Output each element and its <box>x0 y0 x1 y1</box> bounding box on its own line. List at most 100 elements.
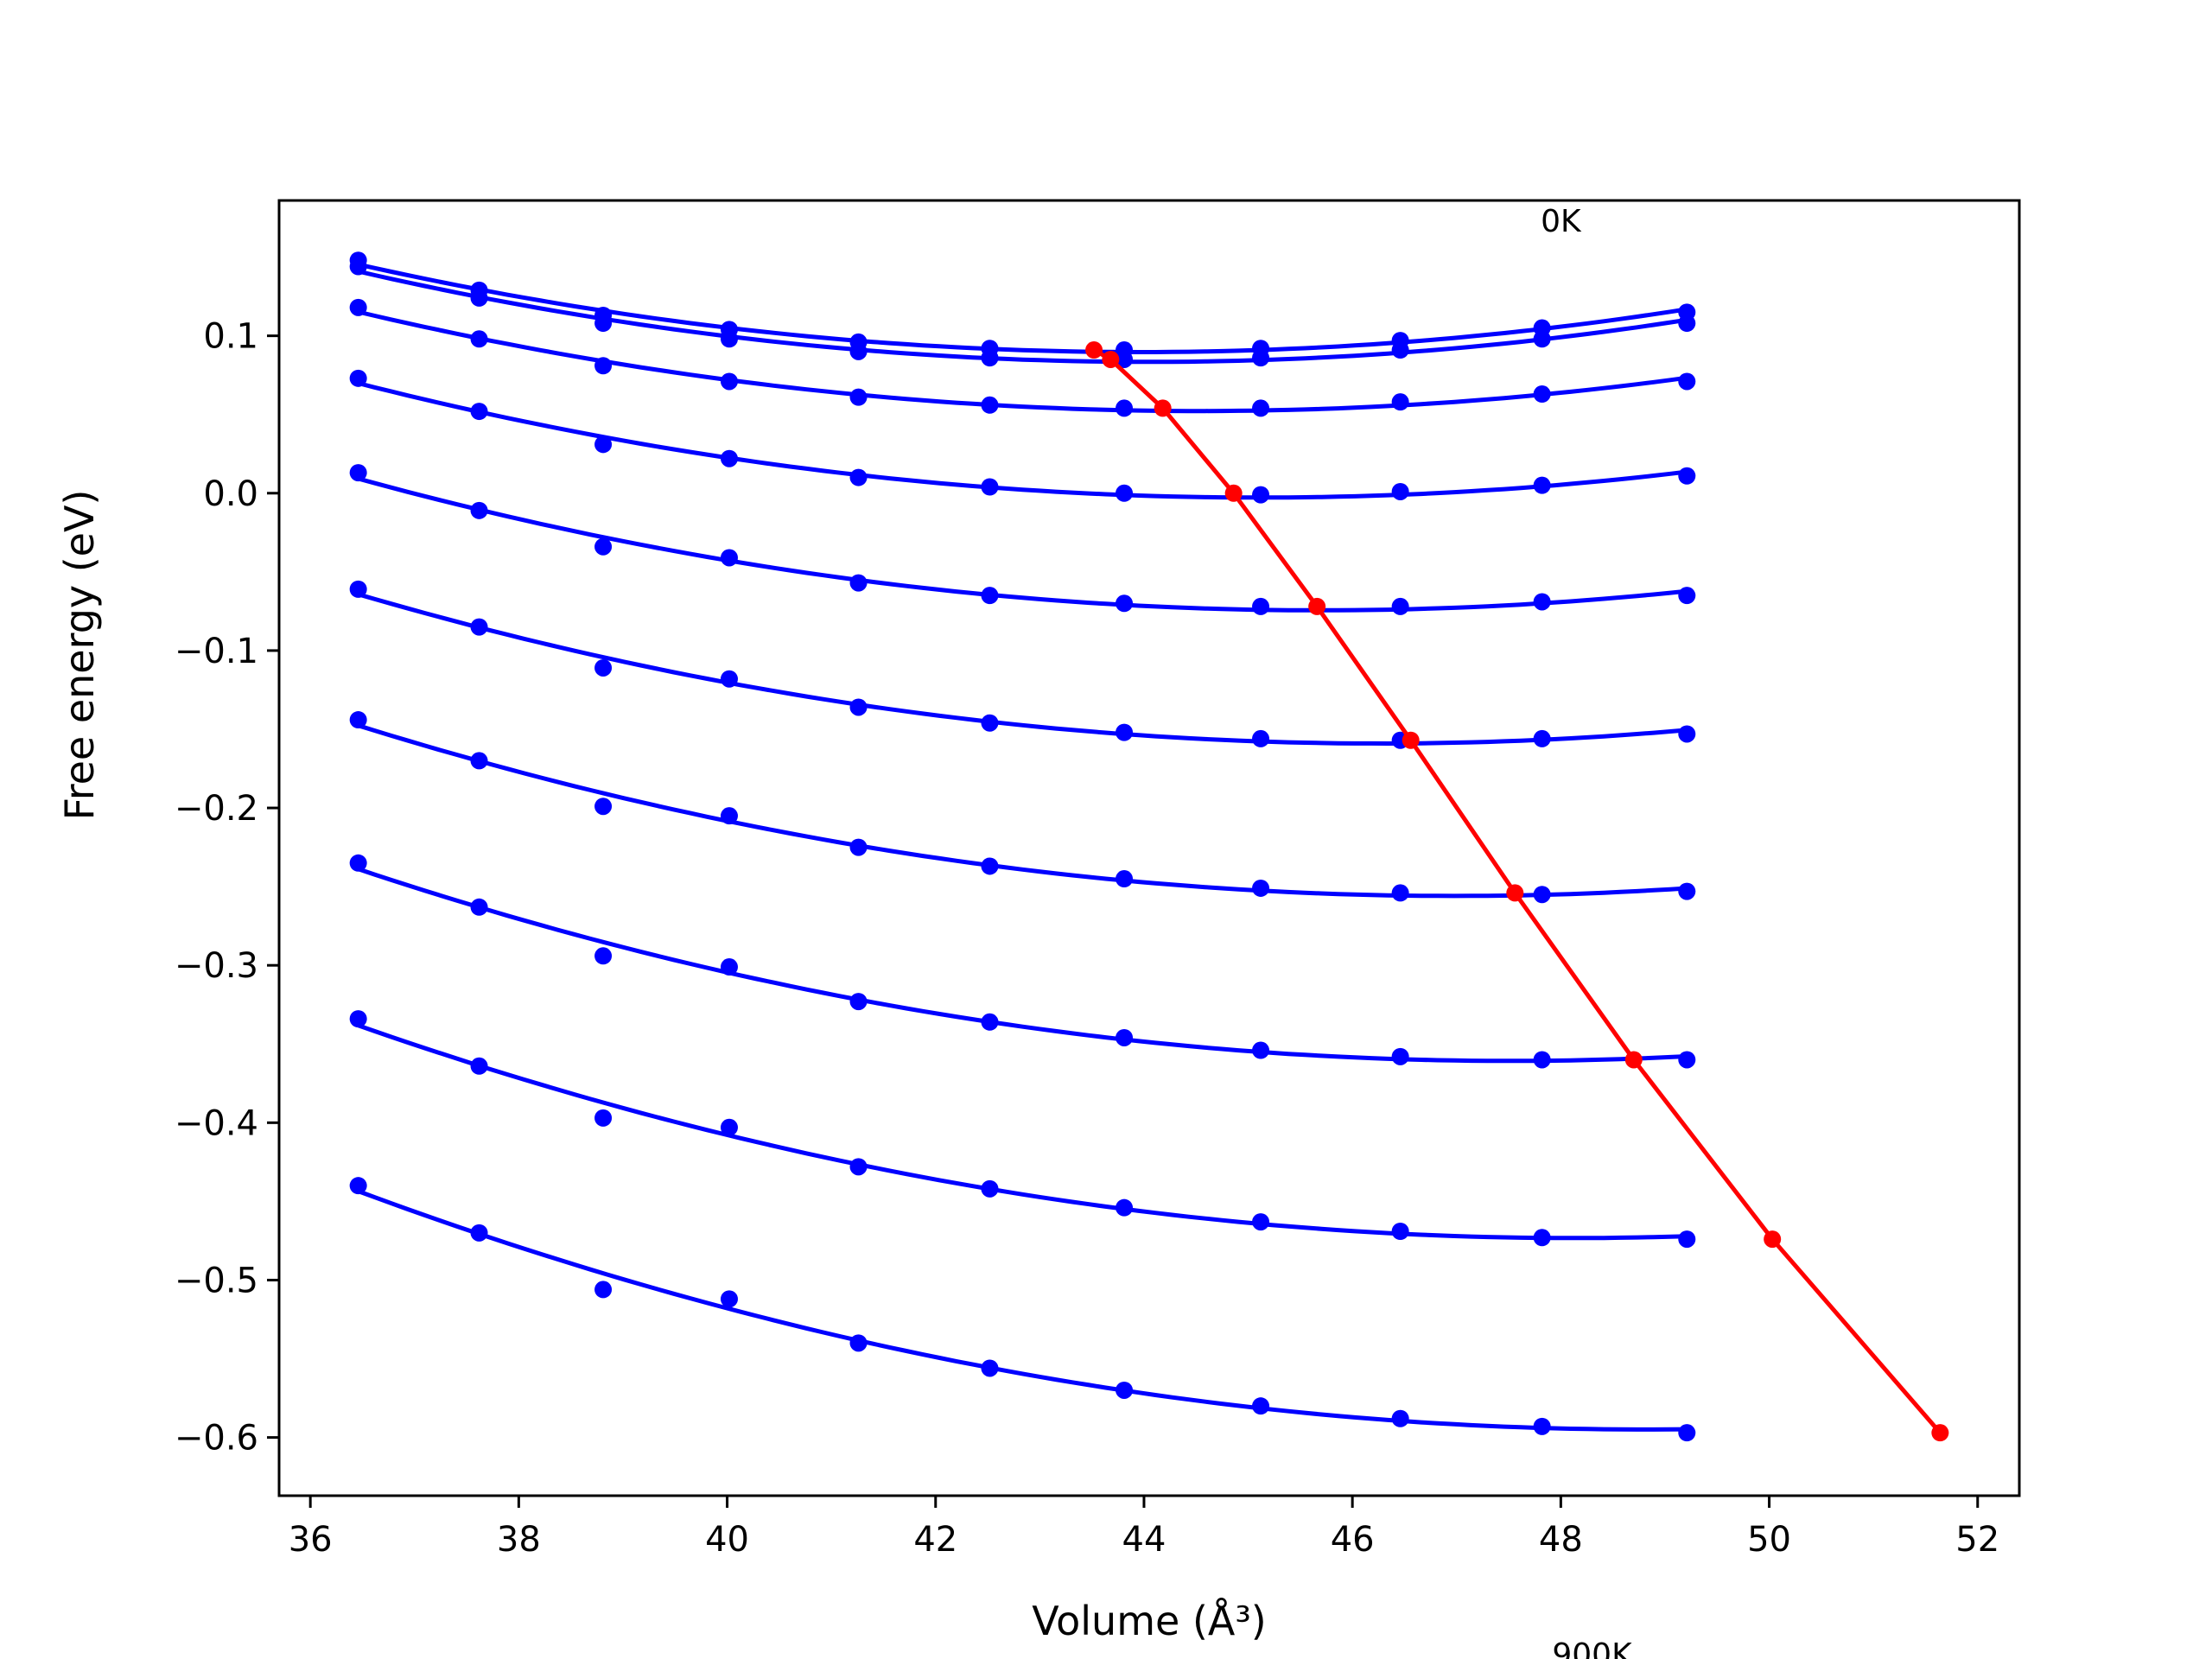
y-tick-label-0.0: 0.0 <box>203 474 258 514</box>
isotherm-8-point-10 <box>1533 1051 1551 1069</box>
isotherm-3-point-9 <box>1391 393 1409 411</box>
axes-layer: 36 38 40 42 44 46 48 50 52 0.1 0.0 −0.1 −0.2 −0.3 −0.4… <box>175 199 2021 1659</box>
isotherm-8-point-6 <box>981 1013 999 1031</box>
isotherm-7-point-8 <box>1252 879 1270 897</box>
isotherm-3-point-3 <box>594 357 613 375</box>
isotherm-2-point-6 <box>981 349 999 367</box>
isotherm-7-point-5 <box>849 838 868 856</box>
isotherm-9-point-11 <box>1678 1230 1696 1249</box>
isotherm-10-point-10 <box>1533 1417 1551 1435</box>
y-tick-label-−0.3: −0.3 <box>175 946 258 986</box>
isotherm-2-point-4 <box>720 330 738 348</box>
axes-frame <box>277 199 2021 1497</box>
y-tick-label-−0.6: −0.6 <box>175 1419 258 1459</box>
isotherm-line-8 <box>357 867 1688 1064</box>
isotherm-8-point-1 <box>349 854 367 872</box>
isotherm-10-point-3 <box>594 1281 613 1299</box>
minimum-energy-line <box>1092 347 1942 1434</box>
x-tick-label-50: 50 <box>1747 1520 1791 1560</box>
x-tick-label-48: 48 <box>1539 1520 1583 1560</box>
isotherm-2-point-7 <box>1116 350 1134 368</box>
isotherm-10-point-2 <box>470 1224 488 1242</box>
isotherm-6-point-6 <box>981 714 999 732</box>
y-tick-label-−0.5: −0.5 <box>175 1261 258 1300</box>
isotherm-5-point-6 <box>981 587 999 605</box>
isotherm-8-point-2 <box>470 898 488 916</box>
minimum-energy-point-6 <box>1402 731 1420 749</box>
isotherm-5-point-4 <box>720 549 738 567</box>
isotherm-4-point-11 <box>1678 467 1696 485</box>
minimum-energy-point-7 <box>1506 884 1524 902</box>
isotherm-7-point-7 <box>1116 870 1134 888</box>
isotherm-line-6 <box>358 592 1688 746</box>
y-axis-label: Free energy (eV) <box>56 490 103 821</box>
isotherm-8-point-4 <box>720 958 738 976</box>
isotherm-10-point-4 <box>720 1290 738 1308</box>
minimum-energy-point-9 <box>1764 1230 1782 1249</box>
isotherm-8-point-11 <box>1678 1051 1696 1069</box>
isotherm-9-point-3 <box>594 1109 613 1127</box>
isotherm-4-point-8 <box>1252 486 1270 504</box>
x-tick-label-52: 52 <box>1955 1520 1999 1560</box>
isotherm-8-point-9 <box>1391 1047 1409 1065</box>
isotherm-line-3 <box>358 309 1688 414</box>
isotherm-10-point-11 <box>1678 1424 1696 1442</box>
isotherm-9-point-8 <box>1252 1213 1270 1231</box>
isotherm-10-point-7 <box>1116 1381 1134 1399</box>
isotherm-2-point-9 <box>1391 341 1409 359</box>
isotherm-5-point-3 <box>594 537 613 556</box>
isotherm-2-point-10 <box>1533 330 1551 348</box>
isotherm-10-point-1 <box>349 1177 367 1195</box>
minimum-energy-point-4 <box>1224 484 1243 502</box>
y-tick-label-−0.1: −0.1 <box>175 632 258 671</box>
minimum-energy-point-1 <box>1085 341 1103 359</box>
isotherm-2-point-2 <box>470 289 488 307</box>
isotherm-line-4 <box>358 381 1688 500</box>
isotherm-7-point-11 <box>1678 882 1696 900</box>
isotherm-3-point-6 <box>981 396 999 414</box>
isotherm-5-point-1 <box>349 464 367 482</box>
annotation-0k: 0K <box>1541 204 1582 239</box>
isotherm-7-point-2 <box>470 752 488 770</box>
isotherm-4-point-4 <box>720 449 738 467</box>
isotherm-9-point-5 <box>849 1158 868 1176</box>
isotherm-10-point-5 <box>849 1334 868 1352</box>
isotherm-4-point-1 <box>349 369 367 387</box>
isotherm-7-point-1 <box>349 711 367 729</box>
isotherm-6-point-1 <box>349 580 367 598</box>
isotherm-8-point-8 <box>1252 1041 1270 1059</box>
isotherm-5-point-11 <box>1678 587 1696 605</box>
y-tick-label-0.1: 0.1 <box>203 317 258 357</box>
isotherm-7-point-10 <box>1533 886 1551 904</box>
x-tick-label-42: 42 <box>913 1520 957 1560</box>
isotherm-2-point-1 <box>349 257 367 276</box>
isotherm-7-point-6 <box>981 857 999 875</box>
isotherm-8-point-7 <box>1116 1028 1134 1046</box>
isotherm-6-point-7 <box>1116 723 1134 741</box>
isotherm-6-point-2 <box>470 618 488 636</box>
isotherm-3-point-7 <box>1116 399 1134 417</box>
isotherm-5-point-5 <box>849 574 868 592</box>
minimum-energy-point-10 <box>1931 1424 1949 1442</box>
isotherm-4-point-5 <box>849 468 868 486</box>
isotherm-3-point-8 <box>1252 399 1270 417</box>
isotherm-6-point-8 <box>1252 729 1270 747</box>
minimum-energy-point-8 <box>1624 1051 1643 1069</box>
isotherm-8-point-3 <box>594 947 613 965</box>
y-tick-label-−0.2: −0.2 <box>175 789 258 829</box>
x-tick-label-36: 36 <box>289 1520 333 1560</box>
isotherm-5-point-2 <box>470 501 488 519</box>
isotherm-3-point-5 <box>849 388 868 406</box>
isotherm-10-point-6 <box>981 1359 999 1377</box>
isotherm-9-point-6 <box>981 1179 999 1198</box>
isotherm-line-2 <box>358 269 1688 365</box>
isotherm-6-point-11 <box>1678 725 1696 743</box>
isotherm-9-point-1 <box>349 1010 367 1028</box>
isotherm-9-point-7 <box>1116 1198 1134 1217</box>
isotherm-10-point-8 <box>1252 1397 1270 1415</box>
isotherm-6-point-4 <box>720 670 738 688</box>
isotherm-2-point-5 <box>849 342 868 360</box>
isotherm-line-9 <box>357 1023 1688 1241</box>
